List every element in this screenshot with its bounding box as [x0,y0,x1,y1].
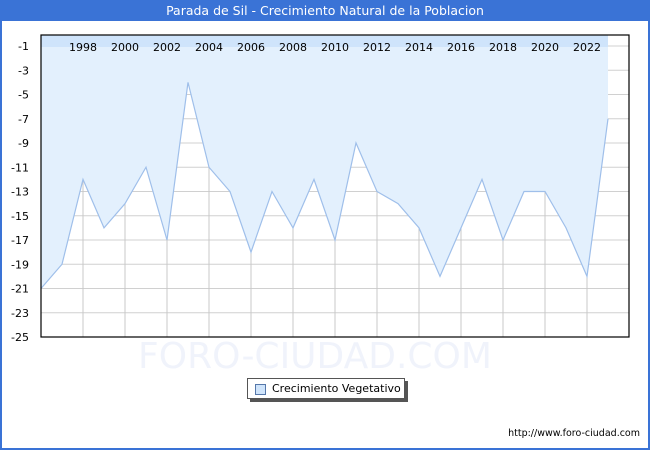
watermark: FORO-CIUDAD.COM [138,336,492,377]
y-tick-label: -9 [18,137,29,150]
x-tick-label: 2018 [489,41,517,54]
legend: Crecimiento Vegetativo [247,378,405,399]
source-url: http://www.foro-ciudad.com [508,428,640,439]
x-tick-label: 2010 [321,41,349,54]
x-tick-label: 2004 [195,41,223,54]
y-tick-label: -17 [11,234,29,247]
x-tick-label: 2006 [237,41,265,54]
y-tick-label: -7 [18,113,29,126]
chart-title: Parada de Sil - Crecimiento Natural de l… [166,3,484,18]
y-tick-label: -23 [11,307,29,320]
x-tick-label: 2008 [279,41,307,54]
x-tick-label: 2016 [447,41,475,54]
area-fill [41,35,608,289]
y-tick-label: -1 [18,40,29,53]
y-tick-label: -21 [11,283,29,296]
x-tick-label: 2012 [363,41,391,54]
y-tick-label: -5 [18,89,29,102]
y-tick-label: -3 [18,64,29,77]
y-tick-label: -11 [11,161,29,174]
x-tick-label: 2002 [153,41,181,54]
plot-border [40,34,630,338]
x-tick-label: 2020 [531,41,559,54]
x-tick-label: 2022 [573,41,601,54]
series-line [40,82,609,289]
y-tick-label: -15 [11,210,29,223]
y-tick-label: -25 [11,331,29,344]
x-tick-label: 1998 [69,41,97,54]
y-tick-label: -13 [11,186,29,199]
legend-label: Crecimiento Vegetativo [272,382,401,395]
legend-swatch-icon [255,384,266,395]
x-tick-label: 2000 [111,41,139,54]
x-tick-label: 2014 [405,41,433,54]
y-tick-label: -19 [11,258,29,271]
